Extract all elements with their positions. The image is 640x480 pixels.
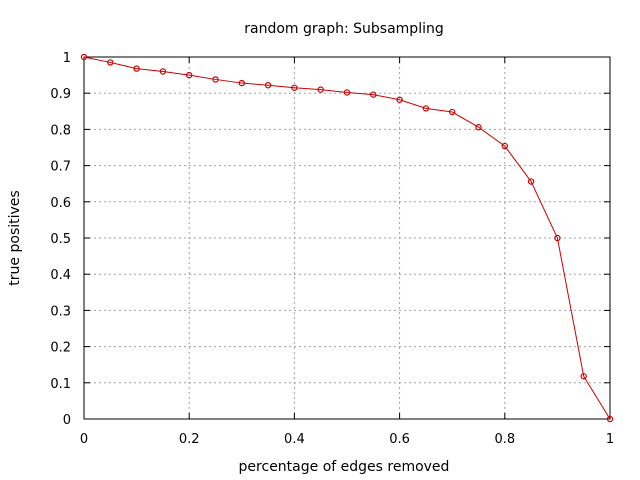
x-tick-label: 0.6: [389, 432, 410, 447]
y-tick-label: 0.4: [50, 268, 71, 283]
data-point: [343, 89, 351, 96]
x-tick-label: 0.2: [179, 432, 200, 447]
tick-layer: [83, 56, 611, 420]
x-tick-labels: 0 0.2 0.4 0.6 0.8 1: [80, 432, 614, 447]
x-tick-label: 1: [606, 432, 614, 447]
x-axis-label: percentage of edges removed: [239, 459, 450, 475]
data-point: [238, 79, 245, 87]
y-tick-label: 0.6: [50, 196, 71, 211]
grid-layer: [84, 57, 610, 419]
y-tick-label: 0.7: [50, 160, 71, 175]
plot-frame: [83, 56, 611, 420]
data-point: [370, 91, 377, 98]
data-point: [396, 96, 403, 103]
x-tick-label: 0.8: [494, 432, 515, 447]
data-point: [422, 105, 430, 112]
data-point: [291, 84, 298, 91]
y-tick-label: 0.3: [50, 304, 71, 319]
y-tick-labels: 0 0.1 0.2 0.3 0.4 0.5 0.6 0.7 0.8 0.9 1: [50, 51, 71, 428]
data-point: [264, 82, 272, 89]
data-point: [107, 59, 114, 66]
data-point: [317, 86, 324, 93]
data-point: [527, 178, 535, 185]
y-axis-label: true positives: [7, 190, 23, 285]
y-tick-label: 0: [63, 413, 71, 428]
series-layer: [80, 53, 614, 423]
data-point: [606, 415, 614, 423]
data-point: [80, 53, 88, 61]
y-tick-label: 1: [63, 51, 71, 66]
data-point: [212, 76, 219, 83]
data-point: [449, 108, 456, 116]
chart-title: random graph: Subsampling: [244, 21, 443, 37]
data-point: [159, 68, 167, 75]
y-tick-label: 0.1: [50, 377, 71, 392]
series-line: [83, 56, 611, 420]
y-tick-label: 0.9: [50, 87, 71, 102]
data-point: [475, 124, 482, 131]
data-point: [580, 373, 587, 380]
x-tick-label: 0.4: [284, 432, 305, 447]
data-point: [185, 71, 193, 79]
x-tick-label: 0: [80, 432, 88, 447]
data-point: [501, 142, 508, 150]
y-tick-label: 0.8: [50, 123, 71, 138]
y-tick-label: 0.5: [50, 232, 71, 247]
data-point: [554, 234, 561, 242]
y-tick-label: 0.2: [50, 341, 71, 356]
data-point: [133, 65, 140, 72]
